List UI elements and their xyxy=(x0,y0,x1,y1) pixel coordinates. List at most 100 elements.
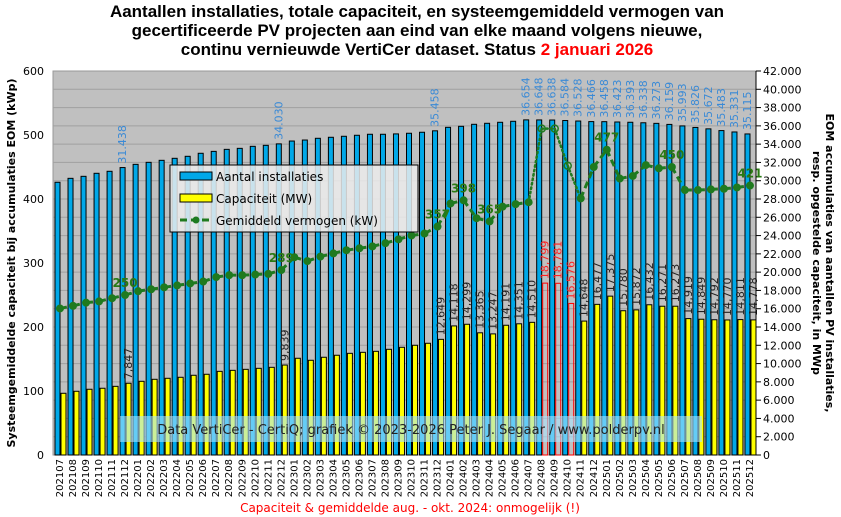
x-tick-label: 202205 xyxy=(185,459,196,497)
capacity-bar xyxy=(333,354,340,456)
capacity-bar-invalid xyxy=(555,282,562,456)
installations-bar xyxy=(536,119,543,456)
right-axis-title-line1: EOM accumulaties van aantallen PV instal… xyxy=(823,114,836,413)
installations-bar xyxy=(432,130,439,456)
installations-bar xyxy=(601,121,608,456)
capacity-bar xyxy=(255,367,262,456)
installations-bar xyxy=(406,132,412,456)
capacity-data-label: 13,365 xyxy=(474,290,487,329)
legend-label-capacity: Capaciteit (MW) xyxy=(216,192,312,206)
average-point xyxy=(212,273,221,282)
average-point xyxy=(368,242,377,251)
capacity-data-label: 17,375 xyxy=(604,254,617,293)
capacity-bar xyxy=(229,369,236,456)
capacity-bar xyxy=(633,309,640,456)
capacity-bar xyxy=(516,323,523,456)
average-point xyxy=(719,184,728,193)
capacity-bar xyxy=(477,332,484,456)
installations-bar xyxy=(158,159,165,456)
x-tick-label: 202310 xyxy=(407,459,418,497)
installations-bar xyxy=(679,125,686,456)
installations-bar xyxy=(67,177,74,456)
capacity-bar xyxy=(646,304,653,456)
average-point xyxy=(160,283,169,292)
average-point xyxy=(56,304,64,313)
installations-bar xyxy=(744,133,751,456)
average-point xyxy=(147,285,156,294)
average-data-label: 398 xyxy=(451,181,476,195)
installations-data-label: 35.672 xyxy=(702,86,715,125)
installations-bar xyxy=(705,128,712,456)
x-tick-label: 202108 xyxy=(68,459,79,497)
average-point xyxy=(628,171,637,180)
x-tick-label: 202408 xyxy=(537,459,548,497)
capacity-bar-invalid xyxy=(542,282,549,456)
installations-bar xyxy=(419,131,426,456)
capacity-data-label: 14,351 xyxy=(513,281,526,320)
installations-data-label: 35.331 xyxy=(728,89,741,128)
average-point xyxy=(680,186,689,195)
installations-bar xyxy=(262,144,269,456)
average-data-label: 250 xyxy=(113,276,138,290)
x-tick-label: 202210 xyxy=(250,459,261,497)
capacity-data-label: 16,432 xyxy=(643,262,656,301)
average-point xyxy=(134,287,143,296)
installations-bar xyxy=(445,126,452,456)
right-tick-label: 16.000 xyxy=(763,303,802,316)
x-tick-label: 202112 xyxy=(120,459,131,497)
capacity-bar xyxy=(659,305,666,456)
average-line-segment xyxy=(527,127,543,204)
capacity-data-label: 14,919 xyxy=(682,276,695,315)
capacity-data-label: 14,792 xyxy=(708,277,721,316)
installations-data-label: 36.648 xyxy=(533,77,546,116)
installations-bar xyxy=(666,123,673,456)
average-point xyxy=(745,181,754,190)
average-data-label: 421 xyxy=(737,167,762,181)
legend-swatch-installations xyxy=(179,171,213,181)
x-tick-label: 202404 xyxy=(485,459,496,497)
x-tick-label: 202201 xyxy=(133,459,144,497)
capacity-bar xyxy=(672,305,679,456)
x-tick-label: 202410 xyxy=(563,459,574,497)
capacity-bar xyxy=(190,374,197,456)
capacity-bar xyxy=(281,364,288,456)
average-point xyxy=(264,269,273,278)
left-tick-label: 0 xyxy=(37,449,44,462)
x-tick-label: 202111 xyxy=(107,459,118,497)
installations-bar xyxy=(236,147,243,456)
installations-bar xyxy=(353,134,360,456)
installations-data-label: 36.338 xyxy=(637,80,650,119)
average-point xyxy=(472,214,481,223)
average-point xyxy=(459,196,468,205)
installations-bar xyxy=(562,120,569,456)
x-tick-label: 202302 xyxy=(302,459,313,497)
right-tick-label: 42.000 xyxy=(763,65,802,78)
capacity-bar xyxy=(451,325,458,456)
capacity-bar xyxy=(490,333,497,456)
installations-bar xyxy=(549,119,556,456)
average-point xyxy=(433,222,442,231)
capacity-bar xyxy=(294,357,301,456)
average-point xyxy=(277,266,286,275)
capacity-data-label: 14,299 xyxy=(461,282,474,321)
capacity-bar xyxy=(594,303,601,456)
installations-data-label: 36.584 xyxy=(559,78,572,117)
capacity-data-label: 7,847 xyxy=(122,348,135,380)
installations-bar xyxy=(614,121,621,456)
left-axis-title: Systeemgemiddelde capaciteit bij accumul… xyxy=(5,78,18,447)
installations-bar xyxy=(54,181,61,456)
capacity-data-label: 13,247 xyxy=(487,291,500,330)
right-tick-label: 34.000 xyxy=(763,138,802,151)
average-point xyxy=(82,298,91,307)
installations-bar xyxy=(379,133,386,456)
capacity-data-label: 14,849 xyxy=(695,277,708,316)
capacity-data-label: 16,271 xyxy=(656,264,669,303)
average-point-invalid xyxy=(550,124,559,133)
capacity-bar xyxy=(60,392,67,456)
capacity-bar xyxy=(86,388,93,456)
x-tick-label: 202306 xyxy=(354,459,365,497)
average-data-label: 450 xyxy=(659,148,684,162)
x-tick-label: 202312 xyxy=(433,459,444,497)
installations-bar xyxy=(523,119,530,456)
capacity-bar xyxy=(503,324,510,456)
